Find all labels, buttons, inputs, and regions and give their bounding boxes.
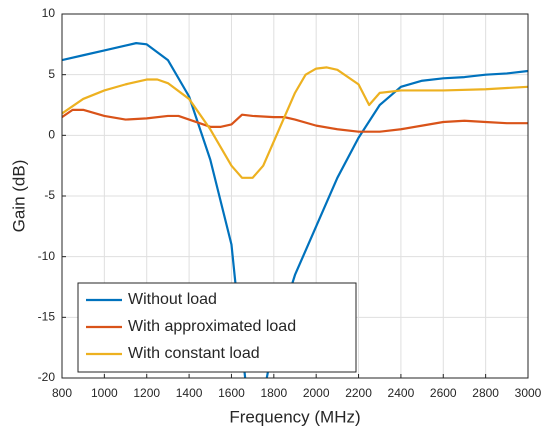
y-tick-label: 5	[48, 67, 55, 81]
x-tick-label: 2000	[303, 386, 330, 400]
legend-label: Without load	[128, 291, 217, 308]
x-tick-label: 2200	[345, 386, 372, 400]
x-tick-label: 1800	[260, 386, 287, 400]
legend-label: With approximated load	[128, 318, 296, 335]
x-tick-label: 1200	[133, 386, 160, 400]
y-tick-label: -20	[38, 370, 56, 384]
legend-label: With constant load	[128, 345, 260, 362]
y-tick-label: -5	[44, 188, 55, 202]
y-tick-label: 10	[42, 6, 56, 20]
y-tick-label: 0	[48, 128, 55, 142]
legend-box	[77, 282, 357, 373]
x-tick-label: 2800	[472, 386, 499, 400]
series-line	[62, 66, 528, 179]
x-tick-label: 1000	[91, 386, 118, 400]
x-tick-label: 3000	[515, 386, 542, 400]
y-tick-label: -10	[38, 249, 56, 263]
x-tick-label: 1400	[176, 386, 203, 400]
x-tick-label: 2600	[430, 386, 457, 400]
x-tick-label: 2400	[388, 386, 415, 400]
x-tick-label: 800	[52, 386, 72, 400]
y-axis-label: Gain (dB)	[9, 160, 28, 233]
y-tick-label: -15	[38, 310, 56, 324]
x-tick-label: 1600	[218, 386, 245, 400]
x-axis-label: Frequency (MHz)	[229, 407, 360, 426]
series-line	[62, 108, 528, 133]
